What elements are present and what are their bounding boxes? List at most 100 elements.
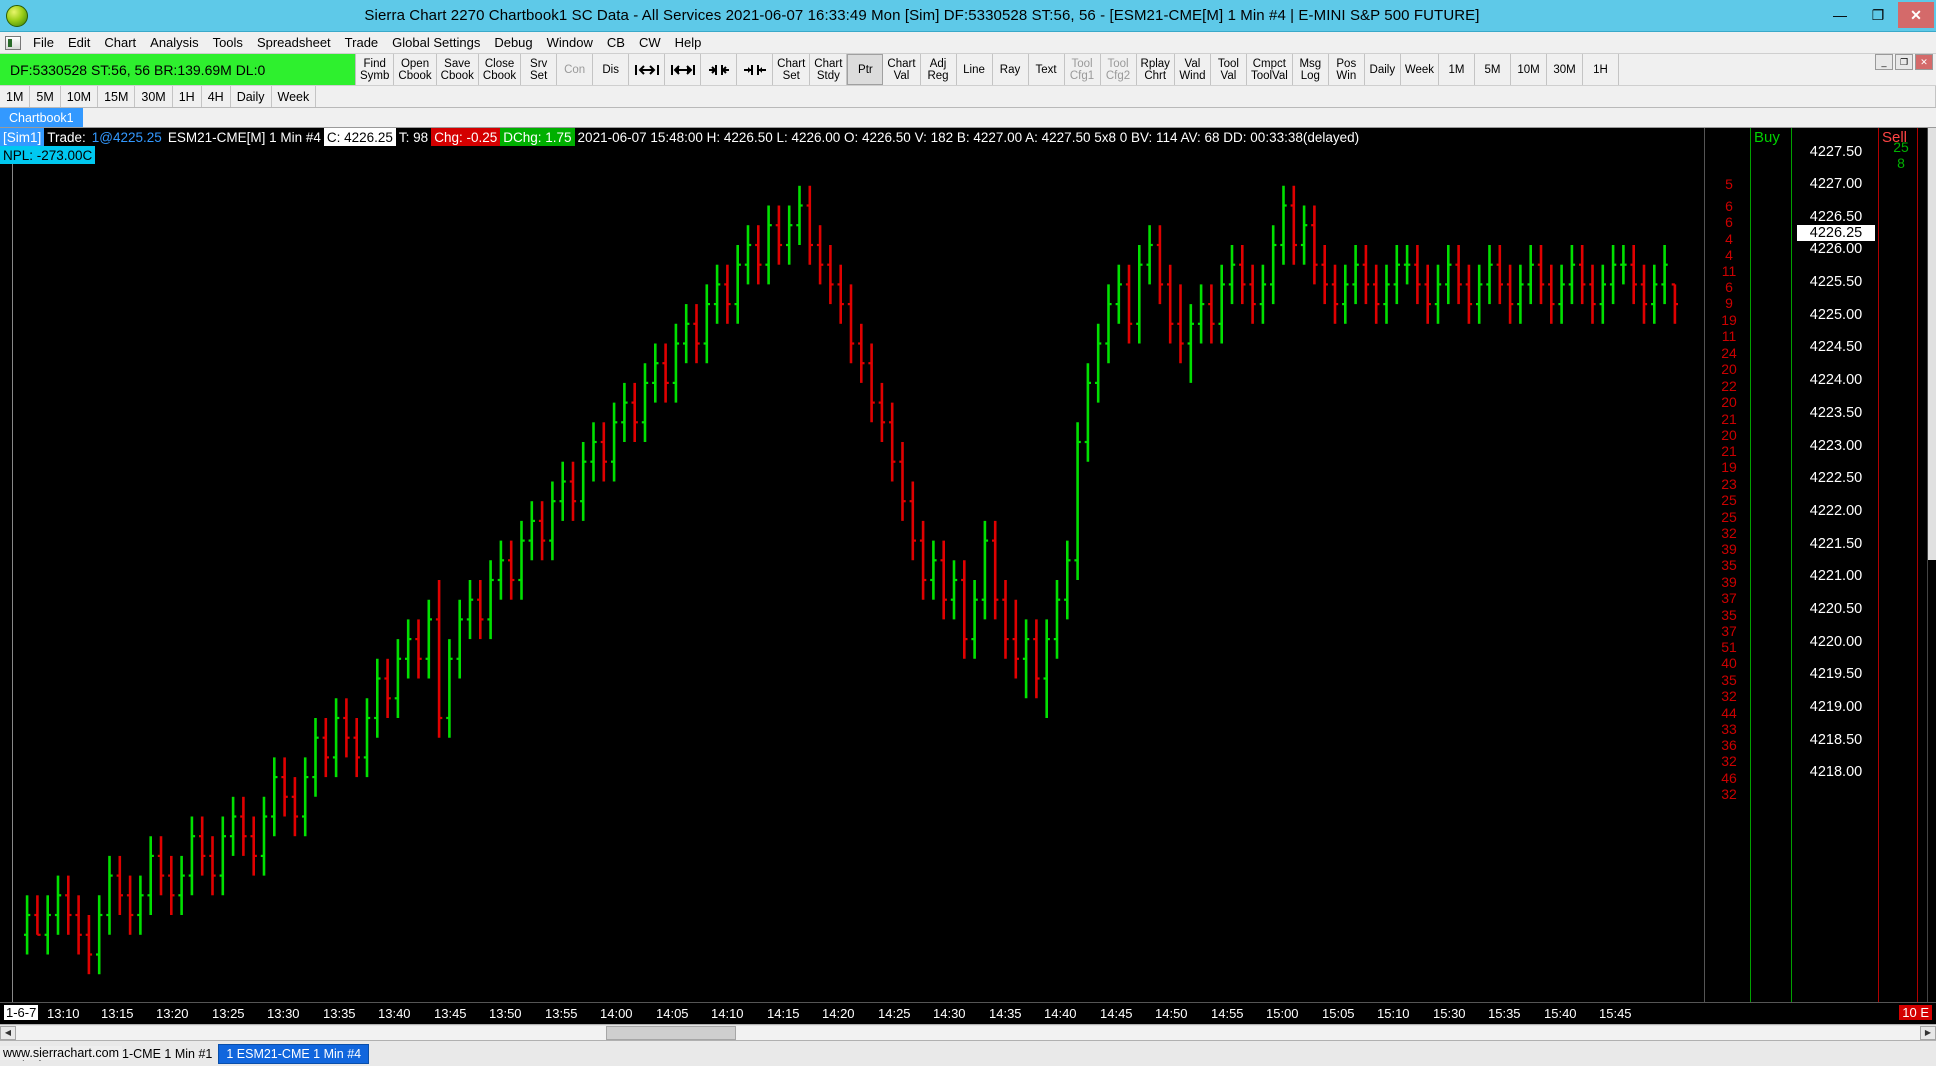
inner-close-button[interactable]: ✕: [1915, 54, 1933, 70]
scroll-left-arrow-icon[interactable]: ◀: [0, 1025, 16, 1040]
10m-button[interactable]: 10M: [1511, 54, 1548, 85]
price-ladder[interactable]: Buy Sell 25 8 4227.50 4227.00 5 6 4226.50 6 4226…: [1704, 128, 1936, 1002]
ladder-bid-qty[interactable]: 5: [1725, 176, 1733, 192]
adj-reg-button[interactable]: Adj Reg: [920, 54, 957, 85]
ladder-bid-qty[interactable]: 11: [1721, 328, 1737, 344]
5m-button[interactable]: 5M: [1475, 54, 1512, 85]
menu-item-cb[interactable]: CB: [606, 35, 625, 50]
inner-maximize-button[interactable]: ❐: [1895, 54, 1913, 70]
ladder-bid-qty[interactable]: 32: [1721, 525, 1737, 541]
open-cbook-button[interactable]: Open Cbook: [394, 54, 437, 85]
ladder-bid-qty[interactable]: 20: [1721, 361, 1737, 377]
menu-item-debug[interactable]: Debug: [494, 35, 533, 50]
timeframe-button-week[interactable]: Week: [271, 86, 317, 107]
ladder-bid-qty[interactable]: 25: [1721, 509, 1737, 525]
text-button[interactable]: Text: [1028, 54, 1065, 85]
ladder-bid-qty[interactable]: 25: [1721, 492, 1737, 508]
ladder-bid-qty[interactable]: 11: [1721, 263, 1737, 279]
timeframe-button-4h[interactable]: 4H: [201, 86, 231, 107]
pos-win-button[interactable]: Pos Win: [1328, 54, 1365, 85]
ladder-bid-qty[interactable]: 19: [1721, 312, 1737, 328]
ptr-button[interactable]: Ptr: [847, 54, 884, 85]
ladder-price-cell[interactable]: 4227.00: [1809, 176, 1863, 192]
chart-stdy-button[interactable]: Chart Stdy: [810, 54, 848, 85]
timeframe-button-5m[interactable]: 5M: [30, 86, 61, 107]
ladder-price-cell[interactable]: 4218.00: [1809, 764, 1863, 780]
val-wind-button[interactable]: Val Wind: [1174, 54, 1211, 85]
ladder-price-cell[interactable]: 4226.00: [1809, 241, 1863, 257]
ladder-bid-qty[interactable]: 22: [1721, 378, 1737, 394]
ladder-bid-qty[interactable]: 51: [1721, 639, 1737, 655]
ladder-price-cell[interactable]: 4227.50: [1809, 144, 1863, 160]
ladder-bid-qty[interactable]: 37: [1721, 590, 1737, 606]
line-button[interactable]: Line: [956, 54, 993, 85]
menu-item-analysis[interactable]: Analysis: [150, 35, 199, 50]
cmpct-toolval-button[interactable]: Cmpct ToolVal: [1246, 54, 1293, 85]
ladder-bid-qty[interactable]: 35: [1721, 557, 1737, 573]
ladder-bid-qty[interactable]: 20: [1721, 394, 1737, 410]
timeframe-button-1m[interactable]: 1M: [0, 86, 31, 107]
ladder-bid-qty[interactable]: 44: [1721, 705, 1737, 721]
ladder-bid-qty[interactable]: 39: [1721, 541, 1737, 557]
ladder-bid-qty[interactable]: 21: [1721, 411, 1737, 427]
ladder-price-cell[interactable]: 4221.50: [1809, 536, 1863, 552]
rplay-chrt-button[interactable]: Rplay Chrt: [1136, 54, 1175, 85]
scroll-track[interactable]: [16, 1025, 1920, 1040]
horizontal-scrollbar[interactable]: ◀ ▶: [0, 1024, 1936, 1040]
scroll-thumb[interactable]: [606, 1025, 736, 1040]
con-button[interactable]: Con: [557, 54, 594, 85]
menu-item-file[interactable]: File: [33, 35, 54, 50]
ladder-price-cell[interactable]: 4219.00: [1809, 699, 1863, 715]
zoom-in-icon[interactable]: [665, 54, 702, 85]
ladder-bid-qty[interactable]: 32: [1721, 786, 1737, 802]
ladder-price-cell[interactable]: 4226.25: [1797, 225, 1875, 241]
ladder-price-cell[interactable]: 4225.50: [1809, 274, 1863, 290]
expand-bars-icon[interactable]: [737, 54, 774, 85]
close-cbook-button[interactable]: Close Cbook: [478, 54, 522, 85]
timeframe-button-15m[interactable]: 15M: [98, 86, 136, 107]
minimize-button[interactable]: —: [1822, 2, 1858, 28]
ray-button[interactable]: Ray: [992, 54, 1029, 85]
ladder-bid-qty[interactable]: 6: [1725, 198, 1733, 214]
ladder-price-cell[interactable]: 4224.50: [1809, 339, 1863, 355]
inner-minimize-button[interactable]: _: [1875, 54, 1893, 70]
ladder-price-cell[interactable]: 4221.00: [1809, 568, 1863, 584]
ladder-bid-qty[interactable]: 46: [1721, 770, 1737, 786]
ladder-bid-qty[interactable]: 20: [1721, 427, 1737, 443]
ladder-price-cell[interactable]: 4223.50: [1809, 405, 1863, 421]
ladder-bid-qty[interactable]: 19: [1721, 459, 1737, 475]
tool-val-button[interactable]: Tool Val: [1210, 54, 1247, 85]
ladder-scroll-thumb[interactable]: [1928, 128, 1936, 560]
ladder-bid-qty[interactable]: 4: [1725, 247, 1733, 263]
srv-set-button[interactable]: Srv Set: [521, 54, 558, 85]
ladder-bid-qty[interactable]: 6: [1725, 214, 1733, 230]
timeframe-button-10m[interactable]: 10M: [60, 86, 99, 107]
menu-item-tools[interactable]: Tools: [212, 35, 243, 50]
ladder-price-cell[interactable]: 4219.50: [1809, 666, 1863, 682]
ladder-bid-qty[interactable]: 40: [1721, 655, 1737, 671]
zoom-out-icon[interactable]: [629, 54, 666, 85]
chart-set-button[interactable]: Chart Set: [773, 54, 811, 85]
ladder-bid-qty[interactable]: 21: [1721, 443, 1737, 459]
ladder-ask-qty[interactable]: 25: [1893, 139, 1909, 155]
timeframe-button-daily[interactable]: Daily: [230, 86, 272, 107]
chart-area[interactable]: [Sim1] Trade: 1@4225.25 ESM21-CME[M] 1 M…: [0, 128, 1936, 1002]
ladder-price-cell[interactable]: 4220.00: [1809, 634, 1863, 650]
ladder-price-cell[interactable]: 4220.50: [1809, 601, 1863, 617]
ladder-price-cell[interactable]: 4225.00: [1809, 307, 1863, 323]
menu-item-window[interactable]: Window: [546, 35, 593, 50]
1m-button[interactable]: 1M: [1439, 54, 1476, 85]
ladder-price-cell[interactable]: 4222.50: [1809, 470, 1863, 486]
menu-item-trade[interactable]: Trade: [344, 35, 379, 50]
ladder-bid-qty[interactable]: 4: [1725, 231, 1733, 247]
ladder-price-cell[interactable]: 4218.50: [1809, 732, 1863, 748]
ladder-price-cell[interactable]: 4224.00: [1809, 372, 1863, 388]
menu-item-global-settings[interactable]: Global Settings: [392, 35, 481, 50]
ladder-price-cell[interactable]: 4222.00: [1809, 503, 1863, 519]
menu-item-help[interactable]: Help: [674, 35, 702, 50]
timeframe-button-1h[interactable]: 1H: [172, 86, 202, 107]
daily-button[interactable]: Daily: [1364, 54, 1401, 85]
system-menu-icon[interactable]: [5, 35, 21, 50]
ladder-bid-qty[interactable]: 33: [1721, 721, 1737, 737]
ladder-bid-qty[interactable]: 39: [1721, 574, 1737, 590]
